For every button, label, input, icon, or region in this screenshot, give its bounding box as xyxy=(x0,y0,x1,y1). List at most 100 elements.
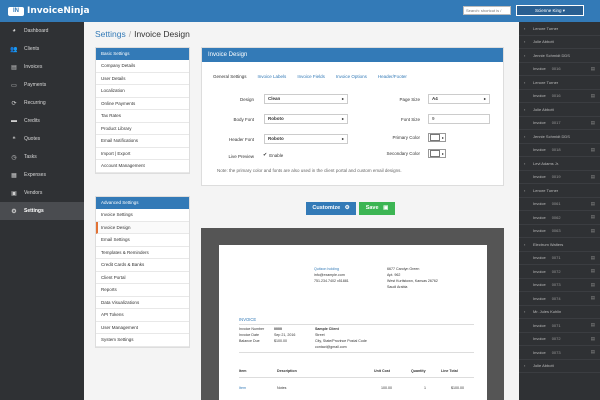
menu-item-user-management[interactable]: User Management xyxy=(96,322,189,334)
design-select[interactable]: Clean ▸ xyxy=(264,94,348,104)
recent-item-label: Jolie Abbott xyxy=(533,363,554,369)
body-font-label: Body Font xyxy=(233,117,254,122)
menu-item-account-management[interactable]: Account Management xyxy=(96,160,189,173)
recent-invoice-item[interactable]: Invoice 0073 ▤ xyxy=(519,346,600,360)
menu-item-templates-reminders[interactable]: Templates & Reminders xyxy=(96,247,189,259)
company-email: info@example.com xyxy=(314,273,345,277)
tab-general-settings[interactable]: General Settings xyxy=(213,74,247,79)
sidebar-item-invoices[interactable]: ▤ Invoices xyxy=(0,58,84,76)
recent-invoice-item[interactable]: Invoice 0074 ▤ xyxy=(519,292,600,306)
advanced-settings-menu: Advanced Settings Invoice Settings Invoic… xyxy=(95,196,190,348)
sidebar-item-vendors[interactable]: ▣ Vendors xyxy=(0,184,84,202)
menu-item-email-settings[interactable]: Email Settings xyxy=(96,234,189,247)
recent-client-item[interactable]: ▪ Jennie Schmidt DDS xyxy=(519,130,600,144)
recent-item-number: 0072 xyxy=(551,336,561,342)
file-icon: ▤ xyxy=(590,322,595,328)
gear-icon: ⚙ xyxy=(344,205,350,211)
secondary-color-picker[interactable]: ▸ xyxy=(428,149,446,158)
menu-item-invoice-settings[interactable]: Invoice Settings xyxy=(96,209,189,222)
tab-invoice-fields[interactable]: Invoice Fields xyxy=(297,74,325,79)
recent-client-item[interactable]: ▪ Jennie Schmidt DDS xyxy=(519,49,600,63)
breadcrumb-settings-link[interactable]: Settings xyxy=(95,29,126,39)
recent-invoice-item[interactable]: Invoice 0062 ▤ xyxy=(519,211,600,225)
recent-invoice-item[interactable]: Invoice 0072 ▤ xyxy=(519,265,600,279)
recent-client-item[interactable]: ▪ Lenore Turner xyxy=(519,76,600,90)
font-size-input[interactable]: 9 xyxy=(428,114,490,124)
recent-invoice-item[interactable]: Invoice 0018 ▤ xyxy=(519,144,600,157)
recent-item-label: Invoice xyxy=(533,336,546,342)
recent-client-item[interactable]: ▪ Levi Adams Jr. xyxy=(519,157,600,171)
save-button[interactable]: Save ▣ xyxy=(359,202,395,215)
sidebar-item-settings[interactable]: ⚙ Settings xyxy=(0,202,84,220)
sidebar-item-label: Dashboard xyxy=(24,28,49,34)
menu-item-product-library[interactable]: Product Library xyxy=(96,123,189,135)
menu-item-data-visualizations[interactable]: Data Visualizations xyxy=(96,297,189,309)
breadcrumb: Settings / Invoice Design xyxy=(95,29,190,39)
menu-item-reports[interactable]: Reports xyxy=(96,284,189,297)
sidebar-item-credits[interactable]: ▬ Credits xyxy=(0,112,84,130)
primary-color-picker[interactable]: ▸ xyxy=(428,133,446,142)
sidebar-item-dashboard[interactable]: ◕ Dashboard xyxy=(0,22,84,40)
recent-invoice-item[interactable]: Invoice 0072 ▤ xyxy=(519,333,600,346)
sidebar-item-label: Settings xyxy=(24,208,44,214)
sidebar-item-label: Clients xyxy=(24,46,40,52)
client-icon: ▪ xyxy=(524,363,526,369)
recent-client-item[interactable]: ▪ Mr. Jules Kuhlin xyxy=(519,306,600,319)
recent-invoice-item[interactable]: Invoice 0016 ▤ xyxy=(519,90,600,103)
menu-item-company-details[interactable]: Company Details xyxy=(96,60,189,73)
menu-item-tax-rates[interactable]: Tax Rates xyxy=(96,110,189,123)
sidebar-item-expenses[interactable]: ▦ Expenses xyxy=(0,166,84,184)
live-preview-toggle[interactable]: ✔ Enable xyxy=(263,152,283,158)
tab-header-footer[interactable]: Header/Footer xyxy=(377,74,407,79)
menu-item-localization[interactable]: Localization xyxy=(96,85,189,98)
menu-item-user-details[interactable]: User Details xyxy=(96,73,189,85)
recent-client-item[interactable]: ▪ Electrum Walters xyxy=(519,238,600,252)
recent-invoice-item[interactable]: Invoice 0073 ▤ xyxy=(519,279,600,292)
recent-item-number: 0061 xyxy=(551,201,561,207)
menu-item-invoice-design[interactable]: Invoice Design xyxy=(96,221,189,234)
client-icon: ▪ xyxy=(524,309,526,315)
header-font-select[interactable]: Roboto ▸ xyxy=(264,134,348,144)
sidebar-item-tasks[interactable]: ◷ Tasks xyxy=(0,148,84,166)
recent-invoice-item[interactable]: Invoice 0017 ▤ xyxy=(519,117,600,130)
checkbox-check-icon[interactable]: ✔ xyxy=(263,152,268,158)
recent-invoice-item[interactable]: Invoice 0071 ▤ xyxy=(519,252,600,265)
recent-client-item[interactable]: ▪ Lenore Turner xyxy=(519,184,600,198)
menu-item-online-payments[interactable]: Online Payments xyxy=(96,98,189,110)
sidebar-item-clients[interactable]: 👥 Clients xyxy=(0,40,84,58)
recent-client-item[interactable]: ▪ Jolie Abbott xyxy=(519,360,600,373)
client-icon: ▪ xyxy=(524,52,526,58)
invoice-title: INVOICE xyxy=(239,317,257,322)
menu-item-credit-cards-banks[interactable]: Credit Cards & Banks xyxy=(96,259,189,272)
design-label: Design xyxy=(239,97,254,102)
recent-invoice-item[interactable]: Invoice 0016 ▤ xyxy=(519,63,600,76)
brand-logo[interactable]: IN InvoiceNinja xyxy=(8,5,90,17)
font-size-label: Font Size xyxy=(400,117,420,122)
menu-item-import-export[interactable]: Import | Export xyxy=(96,148,189,160)
company-dropdown-button[interactable]: Scienne King ▾ xyxy=(516,5,584,16)
page-size-select[interactable]: A4 ▸ xyxy=(428,94,490,104)
menu-item-api-tokens[interactable]: API Tokens xyxy=(96,309,189,322)
menu-item-system-settings[interactable]: System Settings xyxy=(96,334,189,347)
tab-invoice-labels[interactable]: Invoice Labels xyxy=(257,74,287,79)
tab-invoice-options[interactable]: Invoice Options xyxy=(335,74,367,79)
sidebar-item-quotes[interactable]: ❝ Quotes xyxy=(0,130,84,148)
menu-item-email-notifications[interactable]: Email Notifications xyxy=(96,135,189,148)
body-font-select[interactable]: Roboto ▸ xyxy=(264,114,348,124)
recent-item-label: Invoice xyxy=(533,255,546,261)
file-icon: ▤ xyxy=(590,268,595,274)
recent-item-number: 0016 xyxy=(551,93,561,99)
search-input[interactable]: Search: shortcut is / xyxy=(463,6,511,15)
recent-invoice-item[interactable]: Invoice 0061 ▤ xyxy=(519,198,600,211)
recent-invoice-item[interactable]: Invoice 0071 ▤ xyxy=(519,319,600,333)
recent-client-item[interactable]: ▪ Lenore Turner xyxy=(519,22,600,36)
recent-client-item[interactable]: ▪ Jolie Abbott xyxy=(519,103,600,117)
menu-item-client-portal[interactable]: Client Portal xyxy=(96,272,189,284)
customize-button[interactable]: Customize ⚙ xyxy=(306,202,356,215)
recent-client-item[interactable]: ▪ Jolie Abbott xyxy=(519,36,600,49)
recent-invoice-item[interactable]: Invoice 0063 ▤ xyxy=(519,225,600,238)
sidebar-item-recurring[interactable]: ⟳ Recurring xyxy=(0,94,84,112)
sidebar-item-payments[interactable]: ▭ Payments xyxy=(0,76,84,94)
recent-invoice-item[interactable]: Invoice 0019 ▤ xyxy=(519,171,600,184)
divider xyxy=(239,324,474,325)
